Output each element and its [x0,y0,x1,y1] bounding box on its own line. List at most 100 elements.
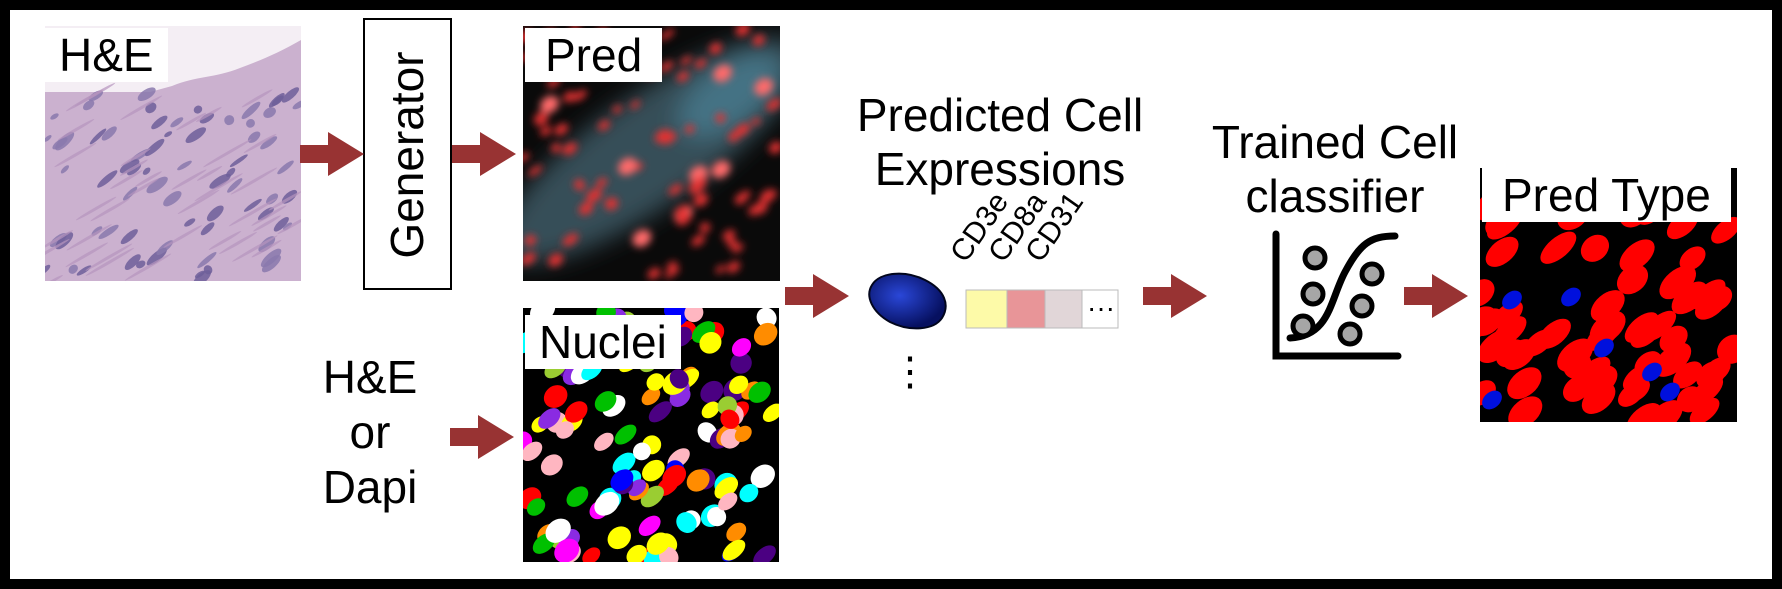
type-cell-red [1703,357,1731,383]
pred-spot [554,123,569,136]
type-cell-blue [1660,382,1680,402]
nucleus-mask [734,425,752,442]
pred-spot [654,129,671,144]
he-fiber [45,230,73,250]
generator-label: Generator [381,51,433,259]
generator-box [363,18,452,290]
type-cell-red [1659,325,1688,353]
pred-spot [612,105,622,114]
he-nucleus [177,160,192,171]
nucleus-mask [700,380,724,404]
type-cell-red [1491,316,1527,348]
he-nucleus [257,207,274,221]
he-fiber [134,171,162,188]
he-nucleus [144,138,165,157]
nucleus-mask [658,546,679,562]
he-fiber [194,173,243,202]
he-fiber [196,165,223,181]
type-cell-red [1679,246,1706,271]
pred-spot [715,265,726,274]
pred-spot [699,222,711,233]
nucleus-mask [642,459,665,482]
nucleus-mask [554,538,580,562]
type-cell-red [1507,367,1542,400]
expression-more-dots: ··· [1087,292,1115,323]
he-fiber [54,142,97,168]
type-cell-red [1563,351,1592,379]
he-nucleus [98,224,119,240]
he-nucleus [76,265,92,276]
expression-cell-cd3e [965,289,1008,329]
pred-spot [562,142,578,155]
nucleus-mask [718,492,738,511]
type-cell-red [1659,265,1697,300]
pred-spot [751,117,761,126]
pred-spot [618,157,637,176]
pred-spot [709,42,722,55]
he-nucleus [197,251,217,269]
he-nucleus [229,154,248,168]
flow-arrow [1143,274,1207,318]
pred-spot [734,123,751,137]
pred-spot [528,165,543,177]
he-fiber [120,159,148,176]
pred-spot [563,91,576,103]
he-fiber [230,167,278,195]
he-fiber [268,191,301,211]
he-fiber [176,112,207,131]
he-fiber [120,148,151,166]
pred-spot [659,29,675,41]
he-nucleus [122,186,138,201]
classifier-title: Trained Cell classifier [1180,115,1490,223]
nucleus-mask [594,391,617,412]
pred-image-label: Pred [525,28,663,82]
nuclei-input-line-2: or [349,406,391,458]
he-nucleus [68,264,78,274]
nucleus-mask [614,424,637,445]
nucleus-mask [566,486,589,507]
he-fiber [66,224,112,251]
nucleus-mask [610,469,634,492]
nuclei-input-text: H&E or Dapi [305,350,435,515]
nucleus-mask [594,491,620,516]
nucleus-mask [730,352,752,374]
he-fiber [127,178,159,197]
pred-spot [675,212,692,226]
pred-spot [735,26,750,37]
pred-spot [715,113,726,123]
he-fiber [208,231,242,250]
he-fiber [171,169,207,190]
he-nucleus [142,167,151,175]
pred-spot [736,190,751,203]
he-fiber [277,215,301,235]
nucleus-mask [707,506,727,527]
classifier-dots [1290,245,1385,347]
pred-spot [647,267,661,280]
type-cell-red [1581,382,1616,414]
pred-spot [540,95,559,114]
classifier-dot [1359,261,1385,287]
nucleus-mask [540,454,563,476]
pred-spot [769,141,780,154]
type-cell-red [1508,396,1543,422]
classifier-dot [1349,293,1375,319]
type-cell-red [1676,386,1704,413]
he-fiber [75,196,117,221]
type-cell-red [1575,356,1611,389]
nuclei-input-line-3: Dapi [322,461,418,513]
flow-arrow [785,274,849,318]
he-fiber [124,253,172,281]
pred-spot [684,124,695,134]
nucleus-mask [526,498,546,516]
classifier-dot [1302,245,1328,271]
he-nucleus [292,100,301,110]
type-cell-red [1689,397,1720,422]
type-cell-red [1645,400,1683,422]
more-cells-dots: ⋮ [890,350,930,394]
he-fiber [253,215,281,232]
he-nucleus [193,270,211,281]
he-nucleus [227,178,243,193]
pred-tissue-band [677,52,780,138]
he-fiber [45,238,70,267]
